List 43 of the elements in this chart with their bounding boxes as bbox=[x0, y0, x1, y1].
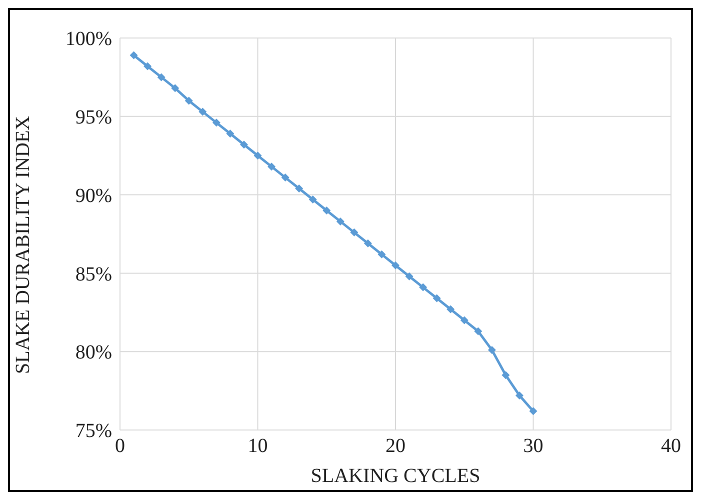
point bbox=[157, 73, 166, 82]
point bbox=[322, 206, 331, 214]
point bbox=[474, 327, 482, 336]
point bbox=[184, 96, 193, 105]
x-axis-title: SLAKING CYCLES bbox=[310, 465, 480, 487]
y-tick-label: 75% bbox=[75, 420, 112, 442]
point bbox=[281, 174, 290, 182]
point bbox=[392, 261, 400, 270]
y-tick-label: 95% bbox=[75, 106, 112, 128]
point bbox=[502, 371, 510, 380]
point bbox=[432, 294, 441, 302]
point bbox=[405, 272, 414, 280]
y-tick-label: 100% bbox=[65, 28, 112, 50]
point bbox=[144, 62, 152, 70]
point bbox=[254, 152, 262, 160]
x-tick-label: 0 bbox=[115, 435, 125, 458]
point bbox=[171, 84, 180, 92]
point bbox=[295, 184, 304, 193]
x-tick-label: 30 bbox=[523, 435, 544, 458]
point bbox=[240, 140, 248, 149]
point bbox=[226, 130, 234, 138]
point bbox=[529, 407, 538, 416]
x-tick-label: 10 bbox=[248, 435, 268, 458]
point bbox=[460, 316, 468, 324]
point bbox=[268, 162, 276, 171]
y-tick-label: 90% bbox=[75, 184, 112, 207]
y-axis-title: SLAKE DURABILITY INDEX bbox=[12, 115, 34, 374]
point bbox=[378, 250, 386, 258]
point bbox=[515, 392, 524, 400]
point bbox=[419, 283, 428, 292]
x-tick-label: 20 bbox=[386, 435, 406, 458]
point bbox=[488, 346, 496, 354]
point bbox=[308, 196, 317, 204]
y-tick-label: 80% bbox=[75, 342, 112, 364]
point bbox=[130, 51, 138, 60]
point bbox=[336, 217, 344, 226]
point bbox=[198, 108, 207, 116]
x-tick-label: 40 bbox=[661, 435, 681, 458]
point bbox=[350, 228, 358, 236]
y-tick-label: 85% bbox=[75, 263, 112, 286]
point bbox=[364, 239, 372, 248]
point bbox=[212, 118, 220, 127]
point bbox=[446, 305, 455, 314]
